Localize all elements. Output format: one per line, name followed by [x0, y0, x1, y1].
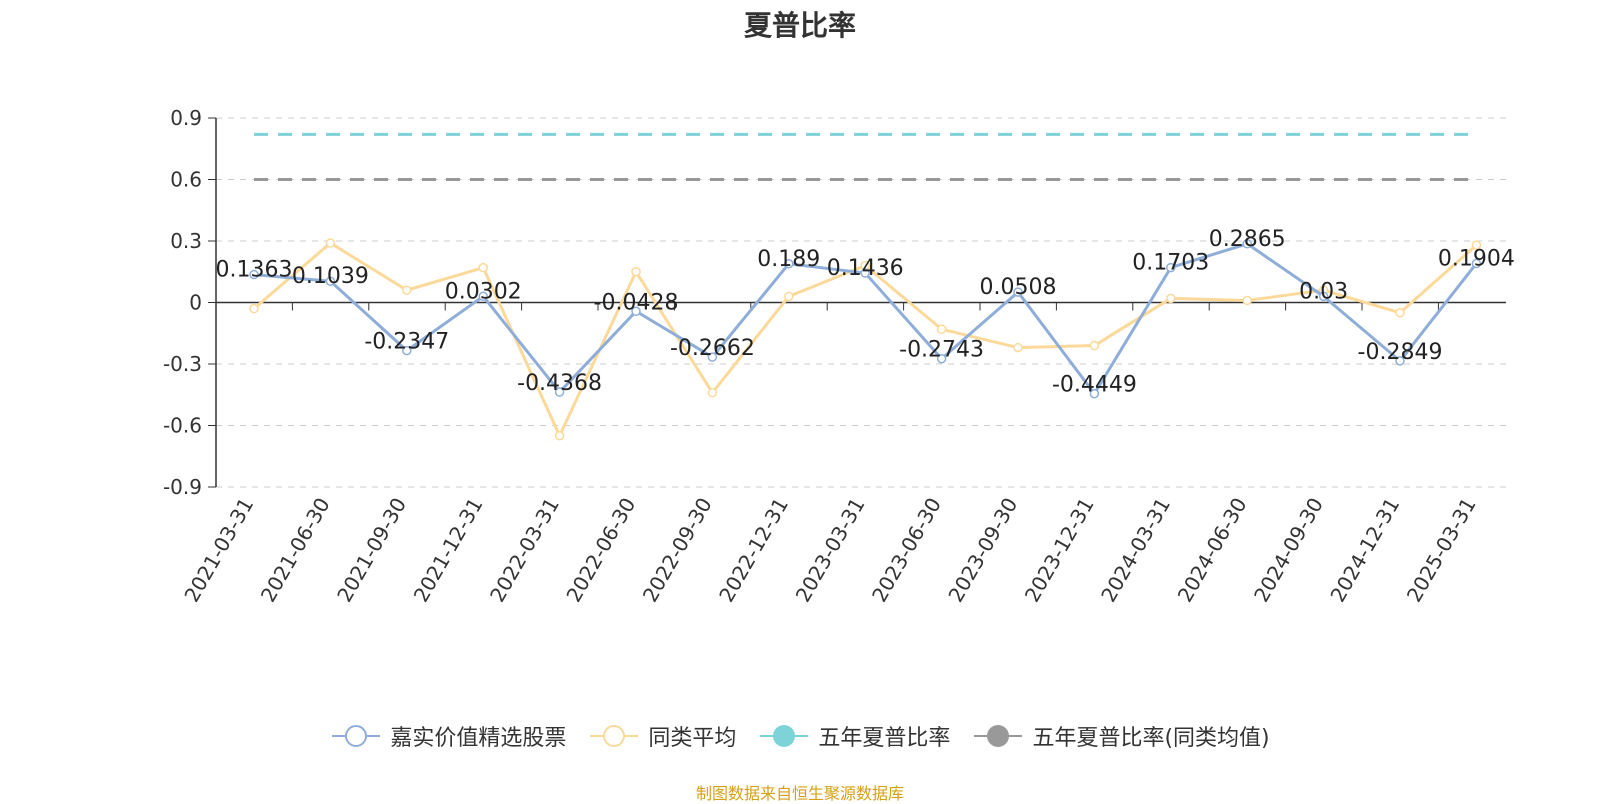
x-tick-label: 2024-06-30: [1173, 494, 1252, 607]
legend-label: 嘉实价值精选股票: [390, 726, 567, 751]
data-point: [1089, 388, 1100, 399]
x-tick-label: 2024-12-31: [1325, 494, 1404, 607]
data-point: [1242, 239, 1252, 249]
x-tick-label: 2021-12-31: [409, 494, 488, 607]
data-point: [478, 291, 488, 302]
data-point: [707, 352, 718, 362]
legend-label: 同类平均: [648, 726, 737, 751]
data-point: [631, 306, 641, 317]
data-label: 0.1039: [292, 264, 369, 289]
data-label: 0.1436: [827, 256, 904, 281]
y-tick-label: -0.9: [163, 475, 202, 499]
data-point: [1395, 356, 1405, 366]
data-label: 0.189: [757, 247, 820, 272]
legend-item-fund[interactable]: 嘉实价值精选股票: [330, 720, 566, 752]
y-tick-label: 0: [189, 291, 202, 315]
data-label: -0.4449: [1052, 373, 1137, 398]
data-label: -0.2662: [670, 336, 755, 361]
data-point: [554, 431, 565, 441]
chart-legend: 嘉实价值精选股票 同类平均 五年夏普比率 五年夏普比率(同类均值): [0, 720, 1600, 752]
data-point: [1318, 291, 1329, 302]
data-label: 0.0302: [445, 279, 522, 304]
data-point: [936, 324, 947, 334]
x-tick-label: 2024-09-30: [1249, 494, 1328, 607]
data-point: [784, 291, 794, 302]
data-point: [325, 238, 336, 248]
data-label: 0.2865: [1209, 227, 1286, 252]
data-label: -0.4368: [517, 371, 602, 396]
x-tick-label: 2025-03-31: [1402, 494, 1481, 607]
x-tick-label: 2023-03-31: [791, 494, 870, 607]
data-label: -0.0428: [594, 290, 679, 315]
data-point: [1471, 240, 1482, 250]
data-point: [707, 387, 718, 398]
legend-line-dot-icon: [760, 725, 809, 747]
legend-label: 五年夏普比率(同类均值): [1032, 726, 1270, 751]
data-point: [860, 268, 870, 278]
data-point: [936, 353, 947, 364]
data-label: -0.2849: [1358, 340, 1443, 365]
y-tick-label: 0.6: [170, 168, 202, 192]
y-tick-label: 0.9: [170, 106, 202, 130]
data-point: [631, 267, 641, 277]
data-source-note: 制图数据来自恒生聚源数据库: [695, 784, 904, 803]
data-point: [1013, 287, 1023, 297]
x-tick-label: 2021-06-30: [256, 494, 335, 607]
data-point: [478, 262, 488, 273]
data-label: 0.1363: [216, 258, 293, 283]
data-point: [1242, 295, 1252, 306]
x-tick-label: 2022-06-30: [561, 494, 640, 607]
data-point: [402, 345, 412, 356]
y-tick-label: -0.3: [163, 352, 202, 376]
x-tick-label: 2022-12-31: [714, 494, 793, 607]
y-tick-label: -0.6: [163, 414, 202, 438]
legend-label: 五年夏普比率: [818, 726, 951, 751]
x-tick-label: 2023-06-30: [867, 494, 946, 607]
x-tick-label: 2023-09-30: [943, 494, 1022, 607]
x-tick-label: 2021-09-30: [332, 494, 411, 607]
x-tick-label: 2024-03-31: [1096, 494, 1175, 607]
data-point: [1013, 342, 1023, 353]
chart-title: 夏普比率: [743, 9, 856, 42]
x-tick-label: 2021-03-31: [179, 494, 258, 607]
data-label: 0.0508: [980, 275, 1057, 300]
y-tick-label: 0.3: [170, 229, 202, 253]
data-point: [784, 259, 794, 269]
data-label: -0.2743: [899, 338, 984, 363]
legend-item-five-year-peer[interactable]: 五年夏普比率(同类均值): [972, 720, 1270, 752]
data-point: [1395, 308, 1405, 318]
x-tick-label: 2022-09-30: [638, 494, 717, 607]
data-label: -0.2347: [364, 330, 449, 355]
legend-line-dot-icon: [974, 725, 1023, 747]
data-point: [1166, 293, 1176, 304]
legend-item-peer-average[interactable]: 同类平均: [588, 720, 736, 752]
data-point: [1166, 262, 1176, 273]
legend-line-circle-icon: [332, 725, 381, 747]
legend-line-circle-icon: [590, 725, 639, 747]
data-label: 0.1703: [1132, 251, 1209, 276]
data-label: 0.03: [1299, 279, 1348, 304]
x-tick-label: 2023-12-31: [1020, 494, 1099, 607]
data-point: [554, 387, 565, 397]
data-label: 0.1904: [1438, 246, 1515, 271]
data-point: [325, 276, 336, 286]
data-point: [1471, 258, 1482, 269]
data-point: [249, 303, 259, 314]
data-point: [1089, 340, 1100, 351]
x-tick-label: 2022-03-31: [485, 494, 564, 607]
legend-item-five-year[interactable]: 五年夏普比率: [758, 720, 950, 752]
data-point: [249, 269, 259, 280]
data-point: [402, 285, 412, 295]
